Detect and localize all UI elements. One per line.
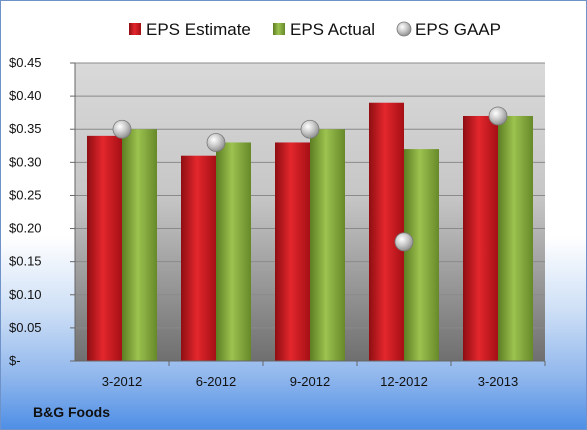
eps-estimate-bar xyxy=(87,135,122,361)
x-axis: 3-2012 6-2012 9-2012 12-2012 3-2013 xyxy=(75,360,546,389)
bars xyxy=(87,102,533,361)
eps-actual-bar xyxy=(216,142,251,361)
x-tick-label: 12-2012 xyxy=(380,374,428,389)
x-tick-label: 9-2012 xyxy=(290,374,330,389)
legend: EPS Estimate EPS Actual EPS GAAP xyxy=(129,20,501,39)
y-axis: $- $0.05 $0.10 $0.15 $0.20 $0.25 $0.30 $0.35 $0.… xyxy=(9,55,76,368)
legend-swatch-estimate xyxy=(129,23,141,35)
eps-gaap-point xyxy=(394,232,414,252)
x-tick-label: 6-2012 xyxy=(196,374,236,389)
y-tick-label: $0.30 xyxy=(9,154,42,169)
company-label: B&G Foods xyxy=(33,404,110,420)
eps-estimate-bar xyxy=(463,115,498,361)
eps-gaap-point xyxy=(112,119,132,139)
legend-label: EPS Actual xyxy=(290,20,375,39)
legend-label: EPS GAAP xyxy=(415,20,501,39)
y-tick-label: $0.20 xyxy=(9,221,42,236)
legend-swatch-actual xyxy=(273,23,285,35)
eps-actual-bar xyxy=(404,149,439,361)
eps-actual-bar xyxy=(498,115,533,361)
y-tick-label: $0.10 xyxy=(9,287,42,302)
eps-actual-bar xyxy=(122,129,157,361)
legend-swatch-gaap xyxy=(396,21,412,37)
eps-estimate-bar xyxy=(369,102,404,361)
y-tick-label: $0.35 xyxy=(9,121,42,136)
y-tick-label: $- xyxy=(9,353,21,368)
eps-estimate-bar xyxy=(275,142,310,361)
y-tick-label: $0.25 xyxy=(9,187,42,202)
y-tick-label: $0.15 xyxy=(9,254,42,269)
x-tick-label: 3-2012 xyxy=(102,374,142,389)
eps-gaap-point xyxy=(488,106,508,126)
y-tick-label: $0.45 xyxy=(9,55,42,70)
legend-label: EPS Estimate xyxy=(146,20,251,39)
y-tick-label: $0.40 xyxy=(9,88,42,103)
eps-actual-bar xyxy=(310,129,345,361)
eps-estimate-bar xyxy=(181,155,216,361)
y-tick-label: $0.05 xyxy=(9,320,42,335)
x-tick-label: 3-2013 xyxy=(478,374,518,389)
eps-gaap-point xyxy=(300,119,320,139)
eps-gaap-point xyxy=(206,133,226,152)
gaap-points xyxy=(112,106,508,252)
